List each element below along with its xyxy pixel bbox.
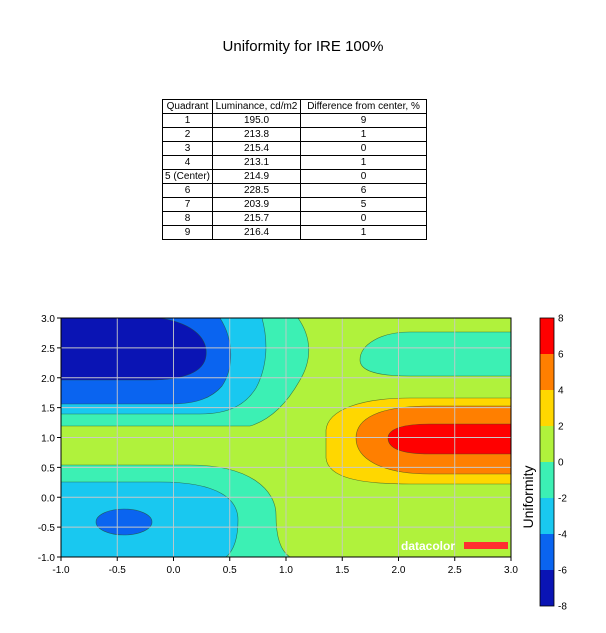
x-tick-label: 1.0 — [279, 565, 293, 576]
y-axis-tick-labels: 3.0 2.5 2.0 1.5 1.0 0.5 0.0 -0.5 -1.0 — [38, 314, 61, 564]
colorbar-tick-label: -6 — [558, 566, 567, 577]
cell-quadrant: 4 — [161, 155, 214, 170]
contour-region-6-to-8 — [387, 423, 511, 455]
watermark-text: datacolor — [401, 539, 455, 553]
x-tick-label: -1.0 — [52, 565, 70, 576]
x-tick-label: 0.5 — [223, 565, 237, 576]
colorbar-segment — [540, 390, 554, 426]
colorbar-segment — [540, 354, 554, 390]
table-row: 6 228.5 6 — [161, 183, 428, 198]
x-tick-label: -0.5 — [109, 565, 127, 576]
colorbar — [539, 317, 555, 607]
colorbar-segment — [540, 498, 554, 534]
colorbar-tick-label: 0 — [558, 458, 564, 469]
colorbar-tick-label: 6 — [558, 350, 564, 361]
colorbar-tick-label: -8 — [558, 602, 567, 613]
colorbar-tick-labels: 8 6 4 2 0 -2 -4 -6 -8 — [558, 314, 567, 613]
y-tick-label: 2.0 — [41, 374, 55, 385]
cell-quadrant: 9 — [161, 225, 214, 240]
table-row: 3 215.4 0 — [161, 141, 428, 156]
table-row: 9 216.4 1 — [161, 225, 428, 240]
colorbar-segment — [540, 318, 554, 354]
x-tick-label: 3.0 — [504, 565, 518, 576]
colorbar-frame — [539, 317, 555, 607]
table-header-row: Quadrant Luminance, cd/m2 Difference fro… — [161, 99, 428, 114]
x-axis-tick-labels: -1.0 -0.5 0.0 0.5 1.0 1.5 2.0 2.5 3.0 — [52, 557, 518, 576]
y-tick-label: 1.0 — [41, 434, 55, 445]
cell-difference: 1 — [300, 225, 428, 240]
contour-region-minus2-to-0-upper-right — [359, 331, 511, 377]
y-tick-label: -1.0 — [38, 553, 56, 564]
colorbar-segment — [540, 570, 554, 606]
table-row: 5 (Center) 214.9 0 — [161, 169, 428, 184]
colorbar-segment — [540, 426, 554, 462]
colorbar-tick-label: 4 — [558, 386, 564, 397]
y-tick-label: -0.5 — [38, 523, 56, 534]
x-tick-label: 2.5 — [448, 565, 462, 576]
uniformity-table: Quadrant Luminance, cd/m2 Difference fro… — [161, 99, 428, 240]
contour-region-minus8-to-minus6 — [61, 318, 207, 381]
watermark-bar — [464, 542, 508, 549]
contour-region-minus6-to-minus4-lower — [95, 508, 153, 536]
table-row: 2 213.8 1 — [161, 127, 428, 142]
colorbar-segment — [540, 534, 554, 570]
x-tick-label: 0.0 — [167, 565, 181, 576]
x-tick-label: 2.0 — [392, 565, 406, 576]
colorbar-tick-label: 2 — [558, 422, 564, 433]
y-tick-label: 3.0 — [41, 314, 55, 325]
colorbar-title: Uniformity — [520, 465, 536, 528]
y-tick-label: 0.0 — [41, 493, 55, 504]
colorbar-tick-label: -4 — [558, 530, 567, 541]
colorbar-segment — [540, 462, 554, 498]
x-tick-label: 1.5 — [335, 565, 349, 576]
chart-title: Uniformity for IRE 100% — [222, 38, 384, 55]
y-tick-label: 2.5 — [41, 344, 55, 355]
colorbar-tick-label: 8 — [558, 314, 564, 325]
y-tick-label: 0.5 — [41, 463, 55, 474]
colorbar-tick-label: -2 — [558, 494, 567, 505]
y-tick-label: 1.5 — [41, 404, 55, 415]
table-row: 8 215.7 0 — [161, 211, 428, 226]
